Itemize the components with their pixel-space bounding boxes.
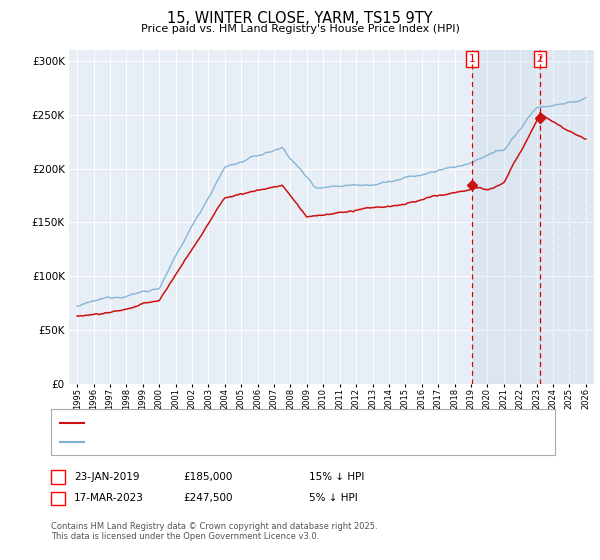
Text: 15% ↓ HPI: 15% ↓ HPI xyxy=(309,472,364,482)
Bar xyxy=(540,50,594,384)
Bar xyxy=(472,50,540,384)
Text: 17-MAR-2023: 17-MAR-2023 xyxy=(74,493,143,503)
Text: 2: 2 xyxy=(537,54,544,64)
Text: Price paid vs. HM Land Registry's House Price Index (HPI): Price paid vs. HM Land Registry's House … xyxy=(140,24,460,34)
Text: 15, WINTER CLOSE, YARM, TS15 9TY: 15, WINTER CLOSE, YARM, TS15 9TY xyxy=(167,11,433,26)
Text: Contains HM Land Registry data © Crown copyright and database right 2025.
This d: Contains HM Land Registry data © Crown c… xyxy=(51,522,377,542)
Text: £247,500: £247,500 xyxy=(183,493,233,503)
Text: £185,000: £185,000 xyxy=(183,472,232,482)
Text: 2: 2 xyxy=(55,493,62,503)
Text: 1: 1 xyxy=(469,54,475,64)
Text: 23-JAN-2019: 23-JAN-2019 xyxy=(74,472,139,482)
Text: 15, WINTER CLOSE, YARM, TS15 9TY (detached house): 15, WINTER CLOSE, YARM, TS15 9TY (detach… xyxy=(87,418,353,428)
Text: 5% ↓ HPI: 5% ↓ HPI xyxy=(309,493,358,503)
Text: HPI: Average price, detached house, Stockton-on-Tees: HPI: Average price, detached house, Stoc… xyxy=(87,437,350,447)
Text: 1: 1 xyxy=(55,472,62,482)
